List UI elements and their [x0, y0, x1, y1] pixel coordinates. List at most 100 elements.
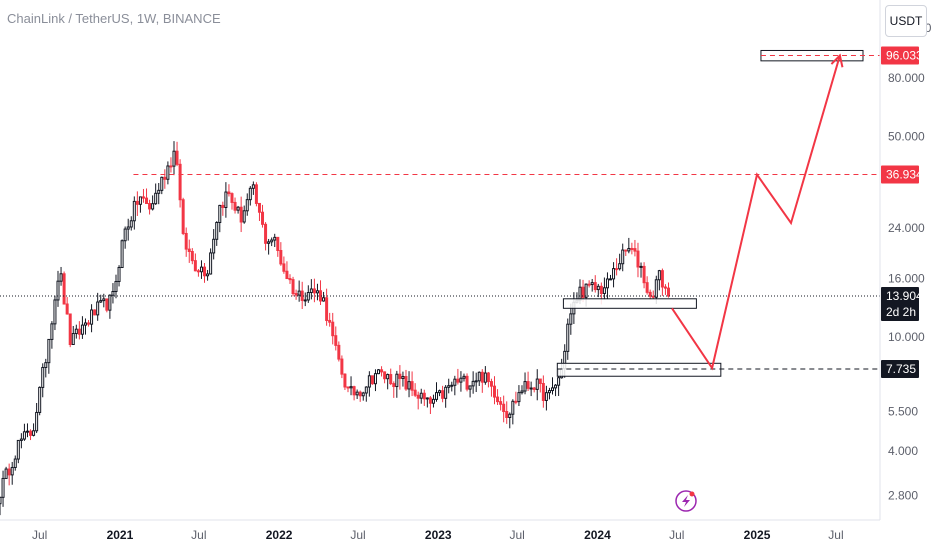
candle: [523, 372, 527, 395]
candle: [50, 321, 54, 349]
candle-body: [663, 286, 667, 289]
candle: [7, 463, 11, 486]
candle-body: [65, 303, 69, 315]
candle-body: [416, 394, 420, 399]
candle-body: [618, 263, 622, 270]
candle-body: [62, 273, 66, 305]
candle-body: [593, 282, 597, 291]
candle-body: [517, 392, 521, 403]
candle: [166, 161, 170, 185]
candle: [627, 237, 631, 254]
candle-body: [184, 232, 188, 250]
candle: [435, 382, 439, 402]
candle-body: [477, 371, 481, 382]
candle: [551, 377, 555, 395]
candle-body: [35, 411, 39, 432]
candle-body: [181, 199, 185, 234]
candle-body: [236, 206, 240, 211]
time-tick-label: 2022: [266, 528, 293, 542]
candle-body: [389, 374, 393, 385]
candle: [468, 385, 472, 398]
candle: [404, 369, 408, 391]
candle-body: [541, 382, 545, 401]
candlestick-series: [0, 141, 671, 516]
candle-body: [395, 373, 399, 388]
candle: [377, 369, 381, 375]
candle: [199, 260, 203, 279]
candle-body: [489, 381, 493, 387]
candle-body: [19, 438, 23, 441]
candle: [526, 371, 530, 391]
candle-body: [83, 322, 87, 326]
candle: [215, 221, 219, 246]
candle: [416, 391, 420, 410]
candle-body: [261, 211, 265, 225]
candle: [102, 293, 106, 308]
candle-body: [44, 362, 48, 368]
candle: [493, 376, 497, 405]
candle: [398, 365, 402, 390]
time-tick-label: 2025: [744, 528, 771, 542]
candle-body: [99, 300, 103, 303]
candle-body: [364, 386, 368, 394]
candle-body: [132, 200, 136, 222]
candle-body: [90, 309, 94, 325]
candle-body: [645, 282, 649, 293]
candle-body: [444, 386, 448, 399]
candle: [337, 341, 341, 362]
candle: [227, 184, 231, 197]
candle: [0, 496, 2, 516]
candle: [486, 371, 490, 388]
zone-box: [556, 362, 722, 377]
candle: [248, 186, 252, 206]
candle: [648, 289, 652, 300]
level-price-badge-bg: [881, 360, 919, 379]
candle-body: [309, 288, 313, 294]
candle-body: [242, 210, 246, 223]
candle: [547, 387, 551, 400]
zone-box: [760, 49, 864, 62]
candle: [511, 399, 515, 425]
candle: [206, 269, 210, 281]
level-price-badge-bg: [881, 165, 919, 184]
candle: [196, 269, 200, 277]
candle: [35, 403, 39, 434]
candle-body: [612, 268, 616, 280]
candle: [138, 196, 142, 213]
candle-body: [276, 236, 280, 251]
candle-body: [438, 390, 442, 394]
candle: [126, 218, 130, 241]
candle-body: [77, 328, 81, 335]
candle-body: [505, 411, 509, 418]
countdown-text: 2d 2h: [886, 305, 916, 319]
candle: [422, 389, 426, 406]
candle: [160, 176, 164, 195]
candle-body: [435, 392, 439, 400]
candle-body: [4, 468, 8, 479]
candle-body: [428, 397, 432, 404]
price-tick-label: 2.800: [888, 489, 918, 503]
candle-body: [218, 204, 222, 223]
candle-body: [206, 273, 210, 277]
candle-body: [514, 400, 518, 403]
time-axis[interactable]: Jul 2021 Jul 2022 Jul 2023 Jul 2024 Jul 2025 Jul: [32, 528, 844, 542]
candle: [178, 159, 182, 208]
candle: [667, 282, 671, 298]
candle: [184, 227, 188, 257]
candle: [322, 291, 326, 302]
currency-button[interactable]: USDT: [885, 5, 927, 37]
candle: [38, 386, 42, 416]
candle-body: [120, 240, 124, 268]
price-axis[interactable]: 120.00080.00050.00024.00016.00010.0005.5…: [888, 21, 932, 503]
candle: [264, 222, 268, 251]
candle: [145, 188, 149, 205]
candle-body: [413, 389, 417, 396]
candle: [361, 391, 365, 401]
candle-body: [22, 431, 26, 440]
candle-body: [245, 199, 249, 212]
lightning-icon[interactable]: [675, 490, 697, 512]
candle: [267, 238, 271, 255]
candle-body: [602, 287, 606, 294]
time-tick-label: 2023: [425, 528, 452, 542]
